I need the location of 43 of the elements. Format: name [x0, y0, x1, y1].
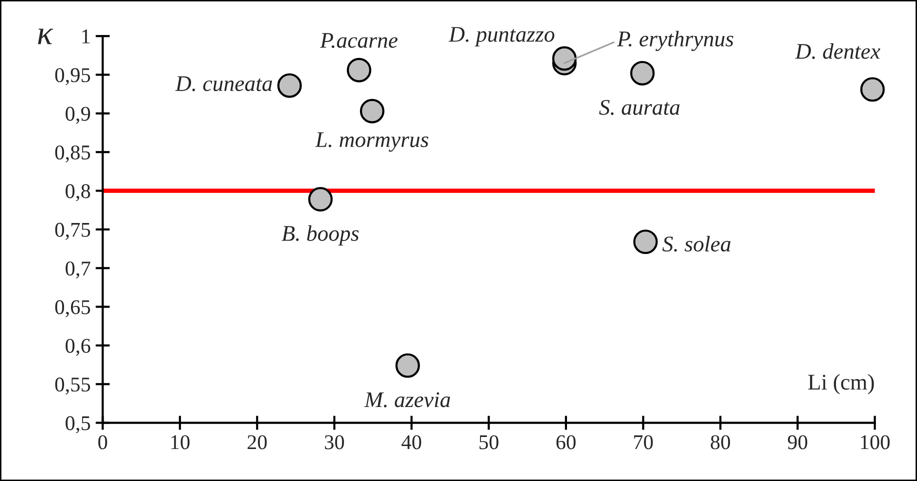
x-tick-label: 0 [98, 435, 108, 450]
annotation: S. aurata [599, 100, 680, 115]
point [633, 230, 658, 254]
x-tick-label: 60 [556, 435, 576, 450]
annotation: L. mormyrus [315, 132, 428, 152]
x-tick-label: 20 [248, 435, 267, 450]
annotation: B. boops [282, 225, 359, 246]
x-tick-label: 80 [710, 435, 730, 450]
x-tick-label: 30 [324, 435, 344, 450]
x-tick-label: 40 [402, 435, 422, 450]
x-axis-title: Li (cm) [808, 374, 874, 394]
y-tick-label: 0,6 [66, 338, 90, 356]
annotation: S. solea [662, 236, 730, 252]
y-tick-label: 0,95 [55, 68, 90, 86]
point [860, 77, 885, 102]
x-tick-label: 50 [480, 435, 498, 450]
annotation: D. cuneata [175, 76, 272, 92]
x-tick-label: 90 [788, 435, 808, 450]
y-tick-label: 0,8 [66, 184, 90, 202]
annotation: P. erythrynus [616, 30, 734, 52]
point [277, 73, 302, 98]
point [630, 60, 655, 86]
annotation: P.acarne [320, 33, 398, 48]
point [360, 98, 384, 124]
point [395, 353, 420, 378]
y-tick-label: 0,85 [55, 145, 90, 163]
y-tick-label: 0,9 [66, 106, 90, 124]
annotation: D. puntazzo [448, 27, 554, 46]
y-tick-label: 0,65 [55, 300, 90, 318]
y-axis-title: κ [38, 28, 54, 44]
y-tick-label: 0,5 [66, 416, 90, 434]
point [346, 58, 372, 82]
x-tick-label: 70 [634, 435, 653, 450]
annotation: D. dentex [794, 43, 880, 59]
x-tick-label: 10 [171, 435, 190, 450]
y-tick-label: 1 [82, 30, 90, 44]
point [552, 46, 577, 71]
y-tick-label: 0,75 [55, 222, 90, 240]
point [308, 187, 333, 212]
y-tick-label: 0,7 [66, 261, 90, 279]
x-tick-label: 100 [861, 435, 890, 450]
y-tick-label: 0,55 [55, 378, 90, 395]
annotation: M. azevia [364, 392, 450, 408]
